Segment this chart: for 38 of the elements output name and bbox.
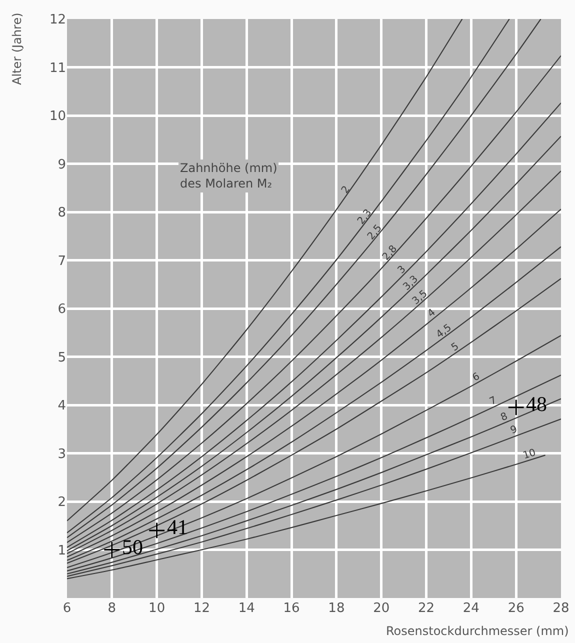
x-tick-label: 10 [148,601,166,616]
y-tick-label: 10 [49,109,66,124]
x-tick-label: 8 [108,601,116,616]
y-tick-label: 1 [58,543,66,558]
text: 2 [340,184,352,196]
x-axis-title: Rosenstockdurchmesser (mm) [386,624,569,638]
y-tick-label: 5 [58,350,66,366]
text: 5 [450,341,462,354]
y-tick-label: 2 [58,495,66,510]
text: 3 [396,264,408,276]
legend-title: Zahnhöhe (mm) des Molaren M₂ [180,161,278,191]
y-tick-label: 11 [49,60,66,76]
text: 6 [470,371,482,384]
x-tick-label: 18 [328,601,345,616]
text: 2,8 [380,244,400,263]
y-tick-label: 6 [58,302,66,318]
text: 9 [509,424,519,437]
y-axis-title: Alter (Jahre) [10,12,24,85]
x-tick-label: 20 [373,601,390,616]
y-tick-label: 8 [58,206,66,221]
text: 10 [522,447,538,462]
x-tick-label: 24 [462,601,480,616]
y-tick-label: 4 [58,398,66,414]
x-tick-label: 16 [283,601,300,616]
y-tick-label: 3 [58,446,66,462]
x-tick-label: 12 [193,601,210,616]
text: 7 [488,395,498,408]
text: 4 [426,307,438,320]
y-tick-label: 12 [49,12,66,28]
text: 4,5 [434,322,454,341]
y-tick-label: 9 [58,157,66,172]
annotation: 48 [526,392,547,416]
x-tick-label: 28 [552,601,570,616]
x-tick-label: 26 [508,601,524,616]
x-tick-label: 14 [238,601,255,616]
text: 8 [499,411,510,424]
x-tick-label: 22 [418,601,435,616]
y-tick-label: 7 [58,254,66,269]
